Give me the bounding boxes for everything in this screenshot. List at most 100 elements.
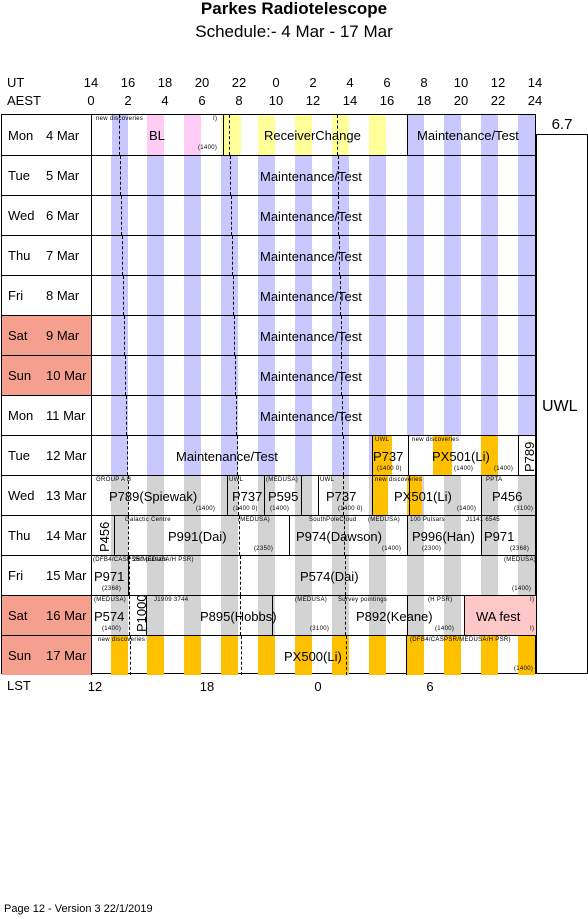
block-note: (1400 0) (233, 506, 258, 512)
lst-dashline (124, 316, 125, 355)
stripe (184, 476, 201, 515)
block-note: GROUP A B (96, 477, 132, 483)
block-label-vertical: P1000 (134, 596, 149, 632)
day-name: Mon (8, 408, 34, 423)
day-name: Sun (8, 368, 32, 383)
stripe (221, 636, 238, 675)
stripe (221, 396, 238, 435)
schedule-grid: Mon 4 Mar new discoveries BL (1400) I) Receive… (1, 114, 537, 675)
day-date: 14 Mar (46, 528, 87, 543)
day-date: 6 Mar (46, 208, 80, 223)
block-note: (DFB4/CASPSR/MEDUSA/H PSR) (93, 557, 194, 563)
block-divider (372, 476, 373, 515)
stripe (111, 436, 128, 475)
stripe (444, 356, 461, 395)
lst-dashline (235, 356, 236, 395)
stripe (518, 476, 535, 515)
stripe (444, 556, 461, 595)
stripe (518, 316, 535, 355)
stripe (407, 316, 424, 355)
block-label: Maintenance/Test (417, 128, 519, 143)
stripe (258, 436, 275, 475)
day-plot: Maintenance/Test (92, 356, 537, 395)
block-label: P991(Dai) (168, 529, 227, 544)
day-plot: Maintenance/Test (92, 396, 537, 435)
block-divider (223, 115, 224, 155)
block-divider (464, 596, 465, 635)
stripe (184, 236, 201, 275)
stripe (295, 396, 312, 435)
day-plot: Maintenance/Test (92, 156, 537, 195)
stripe (518, 636, 535, 675)
block-note: 250 pulsars (133, 557, 168, 563)
stripe (221, 516, 238, 555)
stripe (444, 316, 461, 355)
day-row: Sun 10 Mar Maintenance/Test (2, 355, 537, 395)
day-row: Tue 5 Mar Maintenance/Test (2, 155, 537, 195)
stripe (295, 436, 312, 475)
day-date: 8 Mar (46, 288, 80, 303)
stripe (111, 356, 128, 395)
lst-dashline (129, 596, 130, 635)
block-note: Survey pointings (338, 597, 388, 603)
stripe (444, 276, 461, 315)
lst-dashline (229, 115, 230, 155)
lst-dashline (125, 356, 126, 395)
day-row: Mon 11 Mar Maintenance/Test (2, 395, 537, 435)
block-note: (MEDUSA) (504, 557, 537, 563)
stripe (444, 156, 461, 195)
lst-tick: 6 (426, 679, 434, 694)
schedule-block (147, 115, 164, 155)
lst-dashline (123, 276, 124, 315)
block-label: P456 (492, 489, 523, 504)
block-note: UWL (375, 437, 390, 443)
stripe (444, 596, 461, 635)
block-note: I) (530, 597, 535, 603)
block-divider (481, 516, 482, 555)
day-cell: Sat 9 Mar (2, 316, 92, 355)
day-name: Tue (8, 168, 30, 183)
stripe (184, 356, 201, 395)
lst-dashline (346, 636, 347, 675)
block-note: (2368) (102, 586, 122, 592)
stripe (258, 356, 275, 395)
block-label: P974(Dawson) (296, 529, 382, 544)
block-note: (DFB4/CASPSR/MEDUSA/H PSR) (410, 637, 511, 643)
stripe (444, 476, 461, 515)
day-cell: Tue 12 Mar (2, 436, 92, 475)
ut-tick: 14 (527, 75, 543, 90)
stripe (258, 316, 275, 355)
ut-tick: 14 (83, 75, 99, 90)
stripe (258, 556, 275, 595)
day-date: 12 Mar (46, 448, 87, 463)
stripe (481, 196, 498, 235)
stripe (481, 556, 498, 595)
stripe (295, 356, 312, 395)
stripe (332, 316, 349, 355)
stripe (147, 156, 164, 195)
aest-tick: 0 (87, 93, 95, 108)
schedule-block (372, 436, 392, 475)
block-label: P574 (94, 609, 125, 624)
stripe (295, 556, 312, 595)
ut-tick: 8 (420, 75, 428, 90)
block-label-vertical: P789 (522, 441, 537, 472)
ut-tick: 4 (346, 75, 354, 90)
schedule-block (369, 115, 386, 155)
lst-dashline (343, 476, 344, 515)
stripe (184, 556, 201, 595)
schedule-block (407, 476, 422, 515)
stripe (258, 476, 275, 515)
stripe (221, 156, 238, 195)
ut-tick: 2 (309, 75, 317, 90)
block-label: PX501(Li) (394, 489, 452, 504)
day-row: Mon 4 Mar new discoveries BL (1400) I) Receive… (2, 115, 537, 155)
lst-dashline (339, 236, 340, 275)
lst-dashline (341, 356, 342, 395)
block-note: (1400 0) (338, 506, 363, 512)
day-plot: (DFB4/CASPSR/MEDUSA/H PSR) P971 (2368) 250 … (92, 556, 537, 595)
block-note: SouthPoleCloud (309, 517, 357, 523)
stripe (407, 196, 424, 235)
block-note: (1400) (454, 466, 474, 472)
stripe (184, 516, 201, 555)
